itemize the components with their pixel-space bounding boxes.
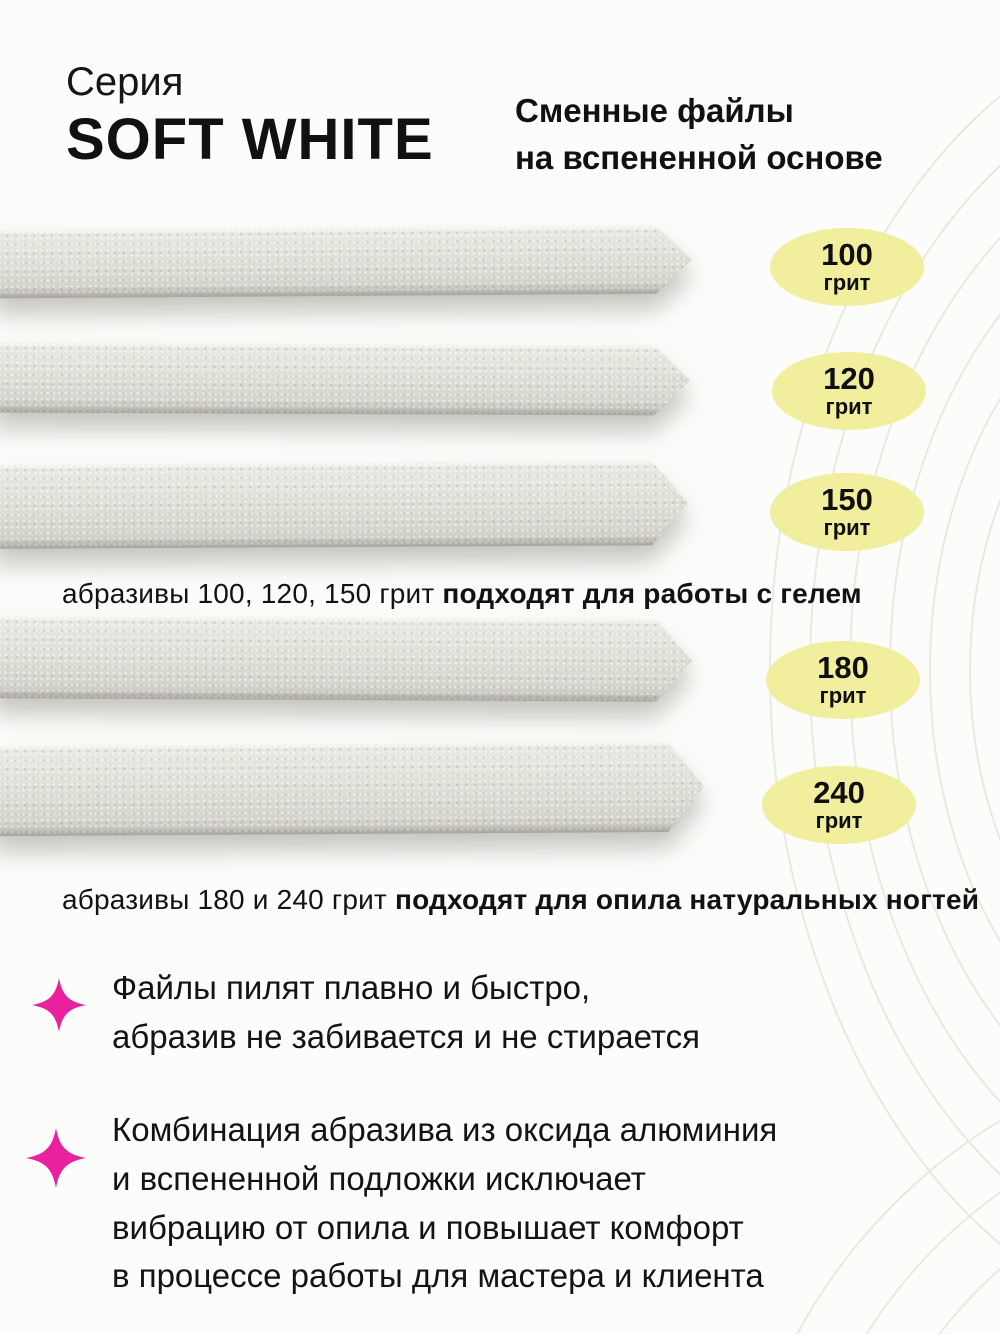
sparkle-icon	[26, 1128, 86, 1188]
grit-unit: грит	[823, 515, 871, 541]
grit-value: 180	[817, 649, 869, 685]
grit-badge-100: 100 грит	[770, 228, 924, 306]
grit-unit: грит	[819, 683, 867, 709]
nail-file-strip-180	[0, 616, 692, 702]
feature-text: Файлы пилят плавно и быстро, абразив не …	[112, 969, 700, 1055]
caption-gel-bold: подходят для работы с гелем	[442, 578, 862, 609]
grit-badge-240: 240 грит	[762, 766, 916, 844]
feature-item-smooth-filing: Файлы пилят плавно и быстро, абразив не …	[32, 964, 700, 1062]
caption-natural: абразивы 180 и 240 грит подходят для опи…	[62, 884, 979, 916]
nail-file-strip-100	[0, 226, 692, 299]
grit-value: 120	[823, 360, 875, 396]
nail-file-strip-120	[0, 342, 690, 415]
nail-file-strip-240	[0, 742, 704, 836]
grit-badge-180: 180 грит	[766, 641, 920, 719]
nail-file-photo	[0, 342, 690, 415]
nail-file-photo	[0, 616, 692, 702]
feature-item-no-vibration: Комбинация абразива из оксида алюминия и…	[26, 1106, 777, 1301]
feature-text: Комбинация абразива из оксида алюминия и…	[112, 1111, 778, 1295]
grit-unit: грит	[825, 394, 873, 420]
grit-badge-120: 120 грит	[772, 352, 926, 430]
caption-gel-normal: абразивы 100, 120, 150 грит	[62, 578, 443, 609]
series-label: Серия	[66, 60, 184, 104]
caption-gel: абразивы 100, 120, 150 грит подходят для…	[62, 578, 862, 610]
header: Серия SOFT WHITE	[66, 58, 434, 171]
caption-natural-normal: абразивы 180 и 240 грит	[62, 884, 395, 915]
series-title: SOFT WHITE	[66, 107, 434, 172]
grit-unit: грит	[823, 270, 871, 296]
grit-value: 150	[821, 481, 873, 517]
grit-unit: грит	[815, 808, 863, 834]
caption-natural-bold: подходят для опила натуральных ногтей	[394, 884, 980, 915]
product-subtitle: Сменные файлы на вспененной основе	[515, 92, 883, 176]
nail-file-photo	[0, 226, 692, 299]
grit-value: 100	[821, 236, 873, 272]
grit-badge-150: 150 грит	[770, 473, 924, 551]
grit-value: 240	[813, 774, 865, 810]
nail-file-strip-150	[0, 461, 688, 549]
nail-file-photo	[0, 461, 688, 549]
sparkle-icon	[32, 978, 86, 1032]
nail-file-photo	[0, 742, 704, 836]
